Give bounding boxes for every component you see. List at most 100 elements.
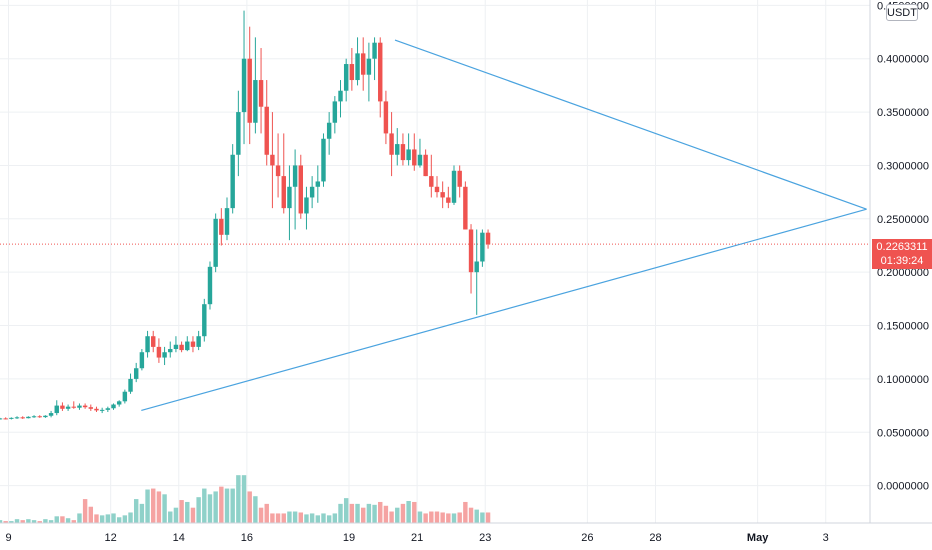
candle-body (71, 406, 76, 408)
volume-bar (9, 521, 14, 523)
volume-bar (247, 491, 252, 523)
candle-body (423, 154, 428, 177)
volume-bar (264, 503, 269, 523)
volume-bar (94, 514, 99, 523)
volume-bar (88, 506, 94, 523)
time-tick-label: 23 (479, 532, 491, 544)
volume-bar (417, 511, 423, 523)
candle-body (349, 64, 355, 81)
candle-body (332, 101, 338, 123)
volume-bar (321, 513, 326, 523)
candle-body (151, 336, 156, 347)
candle-body (378, 42, 383, 102)
candle-body (241, 58, 247, 113)
time-tick-label: 19 (343, 532, 355, 544)
candle-body (468, 229, 474, 273)
candle-body (281, 176, 286, 209)
candle-body (463, 186, 468, 230)
volume-bar (60, 516, 65, 523)
volume-bar (383, 505, 389, 523)
volume-bar (258, 507, 264, 523)
last-price-label: 0.2263311 01:39:24 (872, 239, 932, 269)
volume-bar (139, 503, 145, 523)
price-tick-label: 0.0000000 (877, 481, 929, 493)
candle-body (116, 401, 122, 405)
price-tick-label: 0.3500000 (877, 107, 929, 119)
candle-body (429, 176, 434, 187)
volume-bar (463, 501, 468, 523)
volume-bar (65, 518, 71, 523)
trendline[interactable] (141, 208, 867, 411)
time-tick-label: 28 (649, 532, 661, 544)
time-tick-label: 3 (823, 532, 829, 544)
candle-body (133, 368, 139, 379)
volume-bar (0, 520, 3, 523)
volume-bar (111, 513, 116, 523)
currency-badge[interactable]: USDT (886, 4, 918, 21)
time-axis[interactable]: 9 12 14 16 19 21 23 26 28 May 3 (5, 532, 828, 544)
candle-body (383, 101, 389, 134)
volume-bar (77, 513, 82, 523)
axes (0, 0, 932, 524)
volume-bar (275, 513, 281, 523)
trendline[interactable] (394, 39, 867, 210)
volume-bar (355, 503, 360, 523)
candle-body (451, 170, 457, 203)
volume-bar (423, 513, 428, 523)
volume-bar (474, 509, 479, 523)
volume-bar (122, 515, 128, 523)
candle-body (417, 154, 423, 166)
volume-bar (406, 501, 411, 523)
volume-bar (298, 512, 303, 523)
volume-bar (26, 519, 31, 523)
volume-bar (378, 501, 383, 523)
candle-body (173, 344, 179, 350)
volume-bar (31, 520, 37, 523)
volume-bar (185, 501, 190, 523)
volume-bar (196, 497, 201, 523)
price-tick-label: 0.1500000 (877, 321, 929, 333)
candle-body (236, 112, 241, 155)
volume-bar (179, 500, 184, 523)
time-tick-label: 26 (581, 532, 593, 544)
volume-bar (281, 513, 286, 523)
time-tick-label: 12 (105, 532, 117, 544)
candle-body (65, 406, 71, 409)
volume-bar (412, 501, 417, 523)
volume-bar (190, 507, 196, 523)
volume-bar (400, 503, 406, 523)
volume-bar (315, 515, 321, 523)
volume-bar (99, 515, 105, 523)
volume-bar (219, 486, 224, 523)
volume-bar (349, 503, 355, 523)
volume-bar (3, 521, 8, 523)
candle-body (9, 417, 14, 419)
candle-body (355, 53, 360, 81)
volume-bar (71, 520, 76, 523)
volume-bar (338, 503, 343, 523)
time-tick-label: 14 (173, 532, 185, 544)
candle-body (270, 154, 275, 166)
candle-body (156, 346, 162, 358)
candle-body (275, 165, 281, 177)
volume-bar (270, 513, 275, 523)
candle-body (321, 138, 326, 182)
volume-bar (173, 507, 179, 523)
volume-bar (332, 513, 338, 523)
candle-body (139, 352, 145, 369)
candle-body (20, 417, 25, 419)
volume-bar (366, 503, 372, 523)
volume-bar (343, 498, 349, 523)
volume-bar (224, 488, 230, 523)
volume-bar (20, 520, 25, 523)
candle-body (389, 133, 394, 155)
candle-body (43, 415, 48, 418)
price-tick-label: 0.2500000 (877, 214, 929, 226)
candle-body (196, 336, 201, 347)
volume-bar (168, 511, 173, 523)
candle-body (190, 341, 196, 347)
trendlines[interactable] (141, 39, 867, 411)
volume-bar (202, 488, 207, 523)
